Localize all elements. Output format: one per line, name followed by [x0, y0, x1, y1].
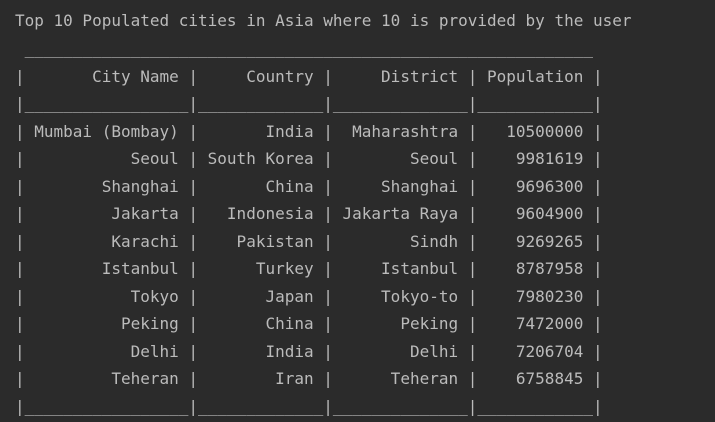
table-row: | Teheran | Iran | Teheran | 6758845 | — [15, 369, 603, 388]
table-row: | Seoul | South Korea | Seoul | 9981619 … — [15, 149, 603, 168]
table-row: | Peking | China | Peking | 7472000 | — [15, 314, 603, 333]
table-header-row: | City Name | Country | District | Popul… — [15, 66, 603, 86]
ascii-table: ________________________________________… — [15, 35, 715, 420]
table-row: | Jakarta | Indonesia | Jakarta Raya | 9… — [15, 204, 603, 223]
table-row: | Karachi | Pakistan | Sindh | 9269265 | — [15, 231, 603, 251]
table-row: | Shanghai | China | Shanghai | 9696300 … — [15, 176, 603, 196]
table-bottom-border: |_________________|_____________|_______… — [15, 396, 603, 416]
table-top-border: ________________________________________… — [15, 39, 593, 58]
table-row: | Istanbul | Turkey | Istanbul | 8787958… — [15, 259, 603, 278]
table-header-separator: |_________________|_____________|_______… — [15, 94, 603, 113]
table-row: | Mumbai (Bombay) | India | Maharashtra … — [15, 121, 603, 141]
table-row: | Tokyo | Japan | Tokyo-to | 7980230 | — [15, 286, 603, 306]
output-heading: Top 10 Populated cities in Asia where 10… — [15, 11, 632, 30]
table-row: | Delhi | India | Delhi | 7206704 | — [15, 341, 603, 361]
